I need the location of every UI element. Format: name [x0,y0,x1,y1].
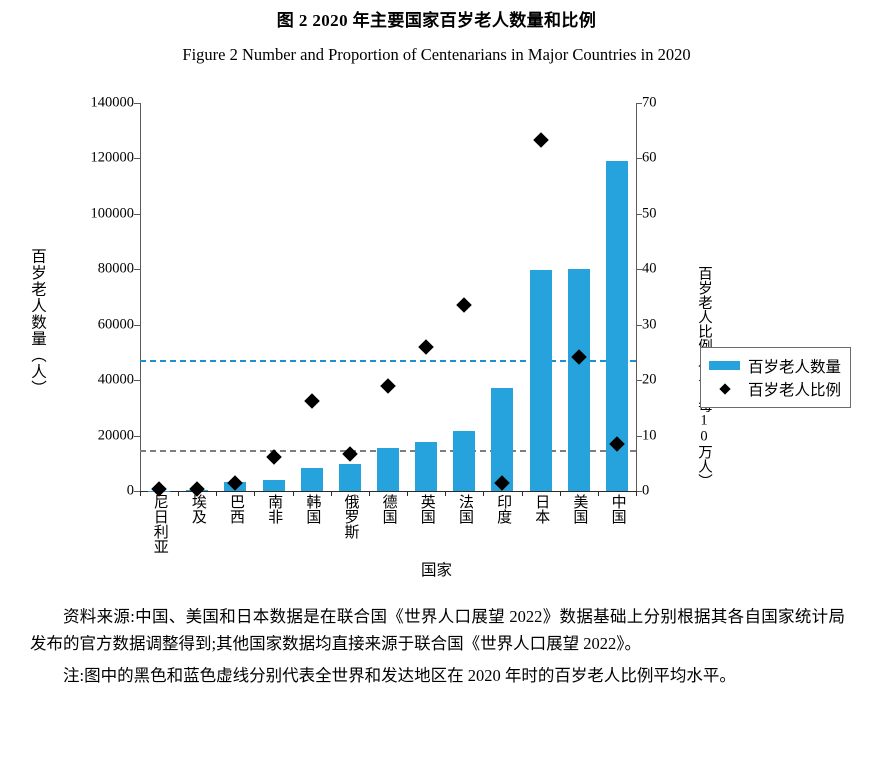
y-axis-right-tickmark [636,103,642,104]
y-axis-right-tick: 70 [642,94,657,111]
y-axis-left-tick: 80000 [97,260,134,277]
x-axis-category-label: 美国 [571,494,588,524]
x-axis-tickmark [445,491,447,496]
data-point-marker[interactable] [303,392,320,409]
x-axis-tickmark [140,491,141,496]
x-axis-category-label: 巴西 [228,494,245,524]
y-axis-right-tickmark [636,158,642,160]
x-axis-tickmark [178,491,180,496]
x-axis-tickmark [597,491,599,496]
y-axis-right-tickmark [636,491,642,492]
x-axis-category-label: 印度 [495,494,512,524]
x-axis-category-label: 俄罗斯 [342,494,359,539]
y-axis-right-tickmark [636,213,642,215]
y-axis-left-label: 百岁老人数量（人） [29,248,46,397]
x-axis-category-label: 埃及 [189,494,206,524]
y-axis-left-tickmark [134,103,140,104]
bar[interactable] [377,447,399,491]
bar[interactable] [262,480,285,491]
chart-area: 百岁老人数量（人） 百岁老人比例（人/每10万人） 02000040000600… [0,88,873,588]
y-axis-right-tick: 10 [642,427,657,444]
data-point-marker[interactable] [418,339,434,355]
reference-line [140,360,636,363]
legend-item-bar: 百岁老人数量 [709,354,841,377]
data-point-marker[interactable] [456,297,473,314]
y-axis-left-line [140,103,141,491]
plot-region: 0 20000 40000 60000 80000 100000 120000 140000 0… [91,95,657,499]
legend-label-bar: 百岁老人数量 [748,358,842,376]
y-axis-left-tickmark [134,213,140,215]
figure-title-cn: 图 2 2020 年主要国家百岁老人数量和比例 [276,11,597,30]
bar[interactable] [491,387,514,491]
y-axis-right-tickmark [636,269,642,271]
x-axis-category-label: 南非 [266,494,283,524]
y-axis-right-tick: 50 [642,205,657,222]
x-axis-tickmark [254,491,256,496]
bar[interactable] [605,161,628,491]
x-axis-line [140,491,637,493]
chart-legend: 百岁老人数量 百岁老人比例 [700,347,852,408]
bar[interactable] [415,442,438,491]
y-axis-left-tick: 120000 [90,149,135,166]
diamond-marker-icon [709,382,740,395]
x-axis-category-label: 中国 [609,494,626,524]
y-axis-left-tickmark [134,435,140,437]
x-axis-tickmark [368,491,370,496]
x-axis-category-label: 韩国 [304,494,321,524]
y-axis-left-tickmark [134,324,140,326]
x-axis-tickmark [330,491,332,496]
note-source: 资料来源:中国、美国和日本数据是在联合国《世界人口展望 2022》数据基础上分别… [30,607,845,653]
y-axis-right-tick: 20 [642,371,657,388]
y-axis-left-tick: 60000 [97,316,134,333]
x-axis-tickmark [216,491,218,496]
y-axis-right-tick: 0 [642,482,650,499]
x-axis-label: 国家 [420,562,452,579]
x-axis-tickmark [521,491,523,496]
y-axis-left-tickmark [134,269,140,271]
note-explanation: 注:图中的黑色和蓝色虚线分别代表全世界和发达地区在 2020 年时的百岁老人比例… [63,666,736,686]
data-point-marker[interactable] [380,377,396,394]
legend-item-point: 百岁老人比例 [709,377,841,400]
x-axis-category-label: 日本 [533,494,550,524]
y-axis-right-line [636,103,637,491]
y-axis-left-tick: 20000 [97,427,134,444]
data-point-marker[interactable] [342,446,358,462]
y-axis-left-tick: 140000 [90,94,135,111]
x-axis-tickmark [559,491,561,496]
x-axis-tickmark [636,491,637,496]
x-axis-category-label: 德国 [380,494,397,524]
x-axis-tickmark [292,491,294,496]
x-axis-category-label: 英国 [418,494,435,524]
y-axis-right-tickmark [636,380,642,382]
legend-label-point: 百岁老人比例 [748,381,842,399]
x-axis-tickmark [483,491,485,496]
bar[interactable] [300,467,323,491]
bar-swatch-icon [709,361,740,370]
y-axis-left-tick: 100000 [90,205,135,222]
y-axis-left-tick: 0 [126,482,134,499]
bar[interactable] [453,431,476,491]
bar[interactable] [567,268,590,491]
figure-title-en: Figure 2 Number and Proportion of Centen… [182,45,691,64]
y-axis-left-tickmark [134,158,140,160]
bar[interactable] [529,269,552,491]
y-axis-left-tickmark [134,380,140,382]
x-axis-tickmark [407,491,409,496]
y-axis-right-tickmark [636,435,642,437]
y-axis-right-tick: 30 [642,316,657,333]
data-point-marker[interactable] [532,132,549,148]
x-axis-category-label: 尼日利亚 [151,494,168,554]
y-axis-right-tick: 60 [642,149,657,166]
y-axis-right-tick: 40 [642,260,657,277]
y-axis-left-tickmark [134,491,140,492]
y-axis-left-tick: 40000 [97,371,134,388]
figure-notes: 资料来源:中国、美国和日本数据是在联合国《世界人口展望 2022》数据基础上分别… [0,604,873,690]
x-axis-category-label: 法国 [456,494,473,524]
y-axis-right-tickmark [636,324,642,326]
bar[interactable] [338,464,361,491]
